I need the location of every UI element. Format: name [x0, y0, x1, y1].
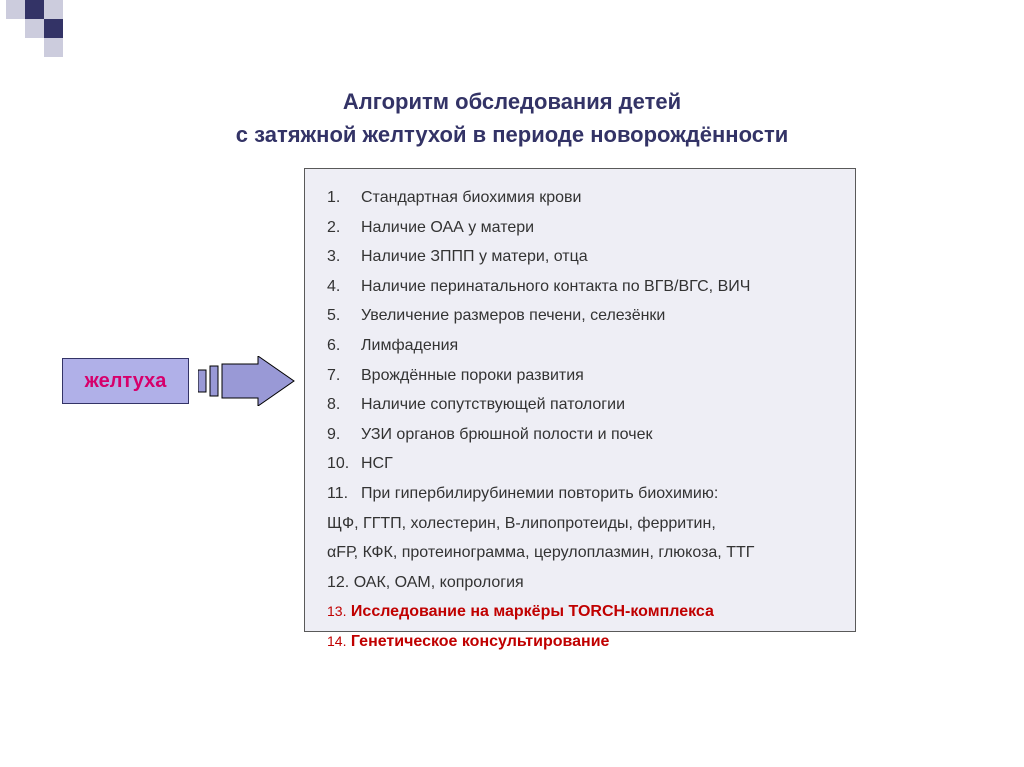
- corner-decoration: [0, 0, 100, 60]
- algorithm-list-box: Стандартная биохимия крови Наличие ОАА у…: [304, 168, 856, 632]
- algorithm-list: Стандартная биохимия крови Наличие ОАА у…: [327, 183, 845, 509]
- list-item: Наличие ОАА у матери: [327, 213, 845, 243]
- title-line-1: Алгоритм обследования детей: [343, 89, 681, 114]
- arrow-icon: [198, 356, 296, 406]
- list-item: УЗИ органов брюшной полости и почек: [327, 420, 845, 450]
- list-continuation: ЩФ, ГГТП, холестерин, В-липопротеиды, фе…: [327, 509, 845, 539]
- title-line-2: с затяжной желтухой в периоде новорождён…: [236, 122, 789, 147]
- list-item: Наличие перинатального контакта по ВГВ/В…: [327, 272, 845, 302]
- item-number: 13.: [327, 603, 346, 619]
- list-item: Врождённые пороки развития: [327, 361, 845, 391]
- item-text: Исследование на маркёры TORCH-комплекса: [346, 603, 713, 620]
- list-item: Стандартная биохимия крови: [327, 183, 845, 213]
- list-continuation: αFР, КФК, протеинограмма, церулоплазмин,…: [327, 538, 845, 568]
- zheltukha-box: желтуха: [62, 358, 189, 404]
- list-item: 13. Исследование на маркёры TORCH-компле…: [327, 597, 845, 627]
- list-item: Лимфадения: [327, 331, 845, 361]
- list-item: При гипербилирубинемии повторить биохими…: [327, 479, 845, 509]
- list-item: 12. ОАК, ОАМ, копрология: [327, 568, 845, 598]
- list-item: НСГ: [327, 449, 845, 479]
- list-item: Наличие ЗППП у матери, отца: [327, 242, 845, 272]
- slide-title: Алгоритм обследования детей с затяжной ж…: [0, 85, 1024, 151]
- list-item: Наличие сопутствующей патологии: [327, 390, 845, 420]
- list-item: Увеличение размеров печени, селезёнки: [327, 301, 845, 331]
- zheltukha-label: желтуха: [85, 370, 167, 392]
- item-text: Генетическое консультирование: [346, 633, 609, 650]
- item-number: 14.: [327, 633, 346, 649]
- list-item: 14. Генетическое консультирование: [327, 627, 845, 657]
